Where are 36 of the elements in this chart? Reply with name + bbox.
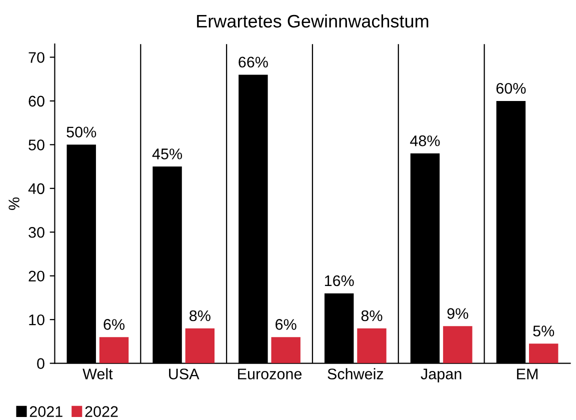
chart-title: Erwartetes Gewinnwachstum — [197, 14, 428, 28]
data-label: 66% — [238, 56, 268, 68]
data-label: 60% — [496, 82, 526, 94]
x-tick-label: USA — [169, 368, 200, 380]
data-label: 6% — [104, 319, 124, 330]
x-tick-label: Welt — [82, 368, 113, 380]
data-label: 48% — [410, 135, 440, 146]
x-tick-label: Japan — [420, 368, 462, 382]
data-label: 8% — [361, 310, 382, 322]
x-tick-label: EM — [517, 368, 538, 380]
bar — [271, 337, 300, 364]
data-label: 50% — [66, 126, 96, 138]
bar — [357, 328, 386, 364]
y-tick-label: 70 — [28, 52, 44, 63]
y-tick-label: 10 — [29, 314, 44, 326]
bar — [443, 326, 472, 364]
bar — [99, 337, 129, 364]
legend-label: 2022 — [85, 406, 118, 417]
data-label: 5% — [533, 326, 554, 336]
y-axis-title: % — [8, 197, 20, 210]
y-tick-label: 60 — [28, 96, 44, 107]
y-tick-label: 0 — [37, 358, 44, 369]
y-tick-label: 20 — [28, 270, 44, 282]
y-tick-label: 30 — [28, 226, 44, 238]
data-label: 16% — [324, 275, 354, 286]
y-tick-label: 40 — [28, 183, 44, 194]
data-label: 45% — [152, 148, 182, 160]
y-tick-label: 50 — [28, 140, 44, 150]
data-label: 6% — [276, 319, 296, 330]
data-label: 9% — [447, 308, 468, 319]
x-tick-label: Eurozone — [238, 368, 302, 380]
legend-label: 2021 — [30, 406, 62, 417]
bar — [529, 344, 558, 364]
bar — [185, 328, 215, 364]
x-tick-label: Schweiz — [328, 368, 384, 380]
data-label: 8% — [190, 310, 210, 322]
